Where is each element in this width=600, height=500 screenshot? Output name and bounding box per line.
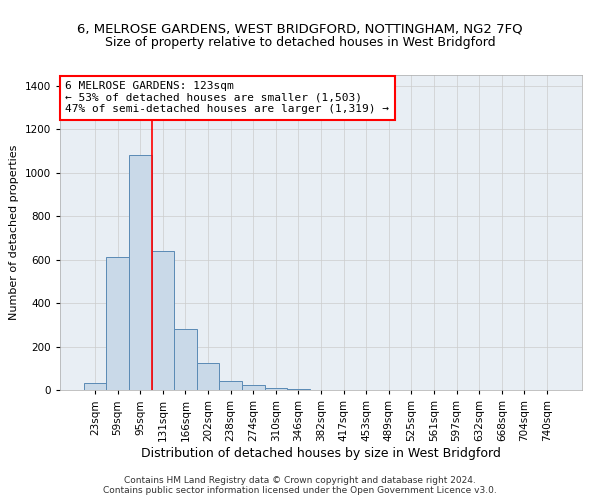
X-axis label: Distribution of detached houses by size in West Bridgford: Distribution of detached houses by size … bbox=[141, 446, 501, 460]
Bar bbox=[220, 382, 242, 390]
Bar bbox=[265, 388, 287, 390]
Bar bbox=[84, 384, 106, 390]
Bar bbox=[106, 258, 129, 390]
Y-axis label: Number of detached properties: Number of detached properties bbox=[9, 145, 19, 320]
Text: Contains HM Land Registry data © Crown copyright and database right 2024.
Contai: Contains HM Land Registry data © Crown c… bbox=[103, 476, 497, 495]
Bar bbox=[129, 156, 152, 390]
Bar bbox=[174, 329, 197, 390]
Text: 6 MELROSE GARDENS: 123sqm
← 53% of detached houses are smaller (1,503)
47% of se: 6 MELROSE GARDENS: 123sqm ← 53% of detac… bbox=[65, 82, 389, 114]
Bar bbox=[152, 251, 174, 390]
Text: 6, MELROSE GARDENS, WEST BRIDGFORD, NOTTINGHAM, NG2 7FQ: 6, MELROSE GARDENS, WEST BRIDGFORD, NOTT… bbox=[77, 22, 523, 36]
Bar bbox=[242, 384, 265, 390]
Text: Size of property relative to detached houses in West Bridgford: Size of property relative to detached ho… bbox=[104, 36, 496, 49]
Bar bbox=[197, 363, 220, 390]
